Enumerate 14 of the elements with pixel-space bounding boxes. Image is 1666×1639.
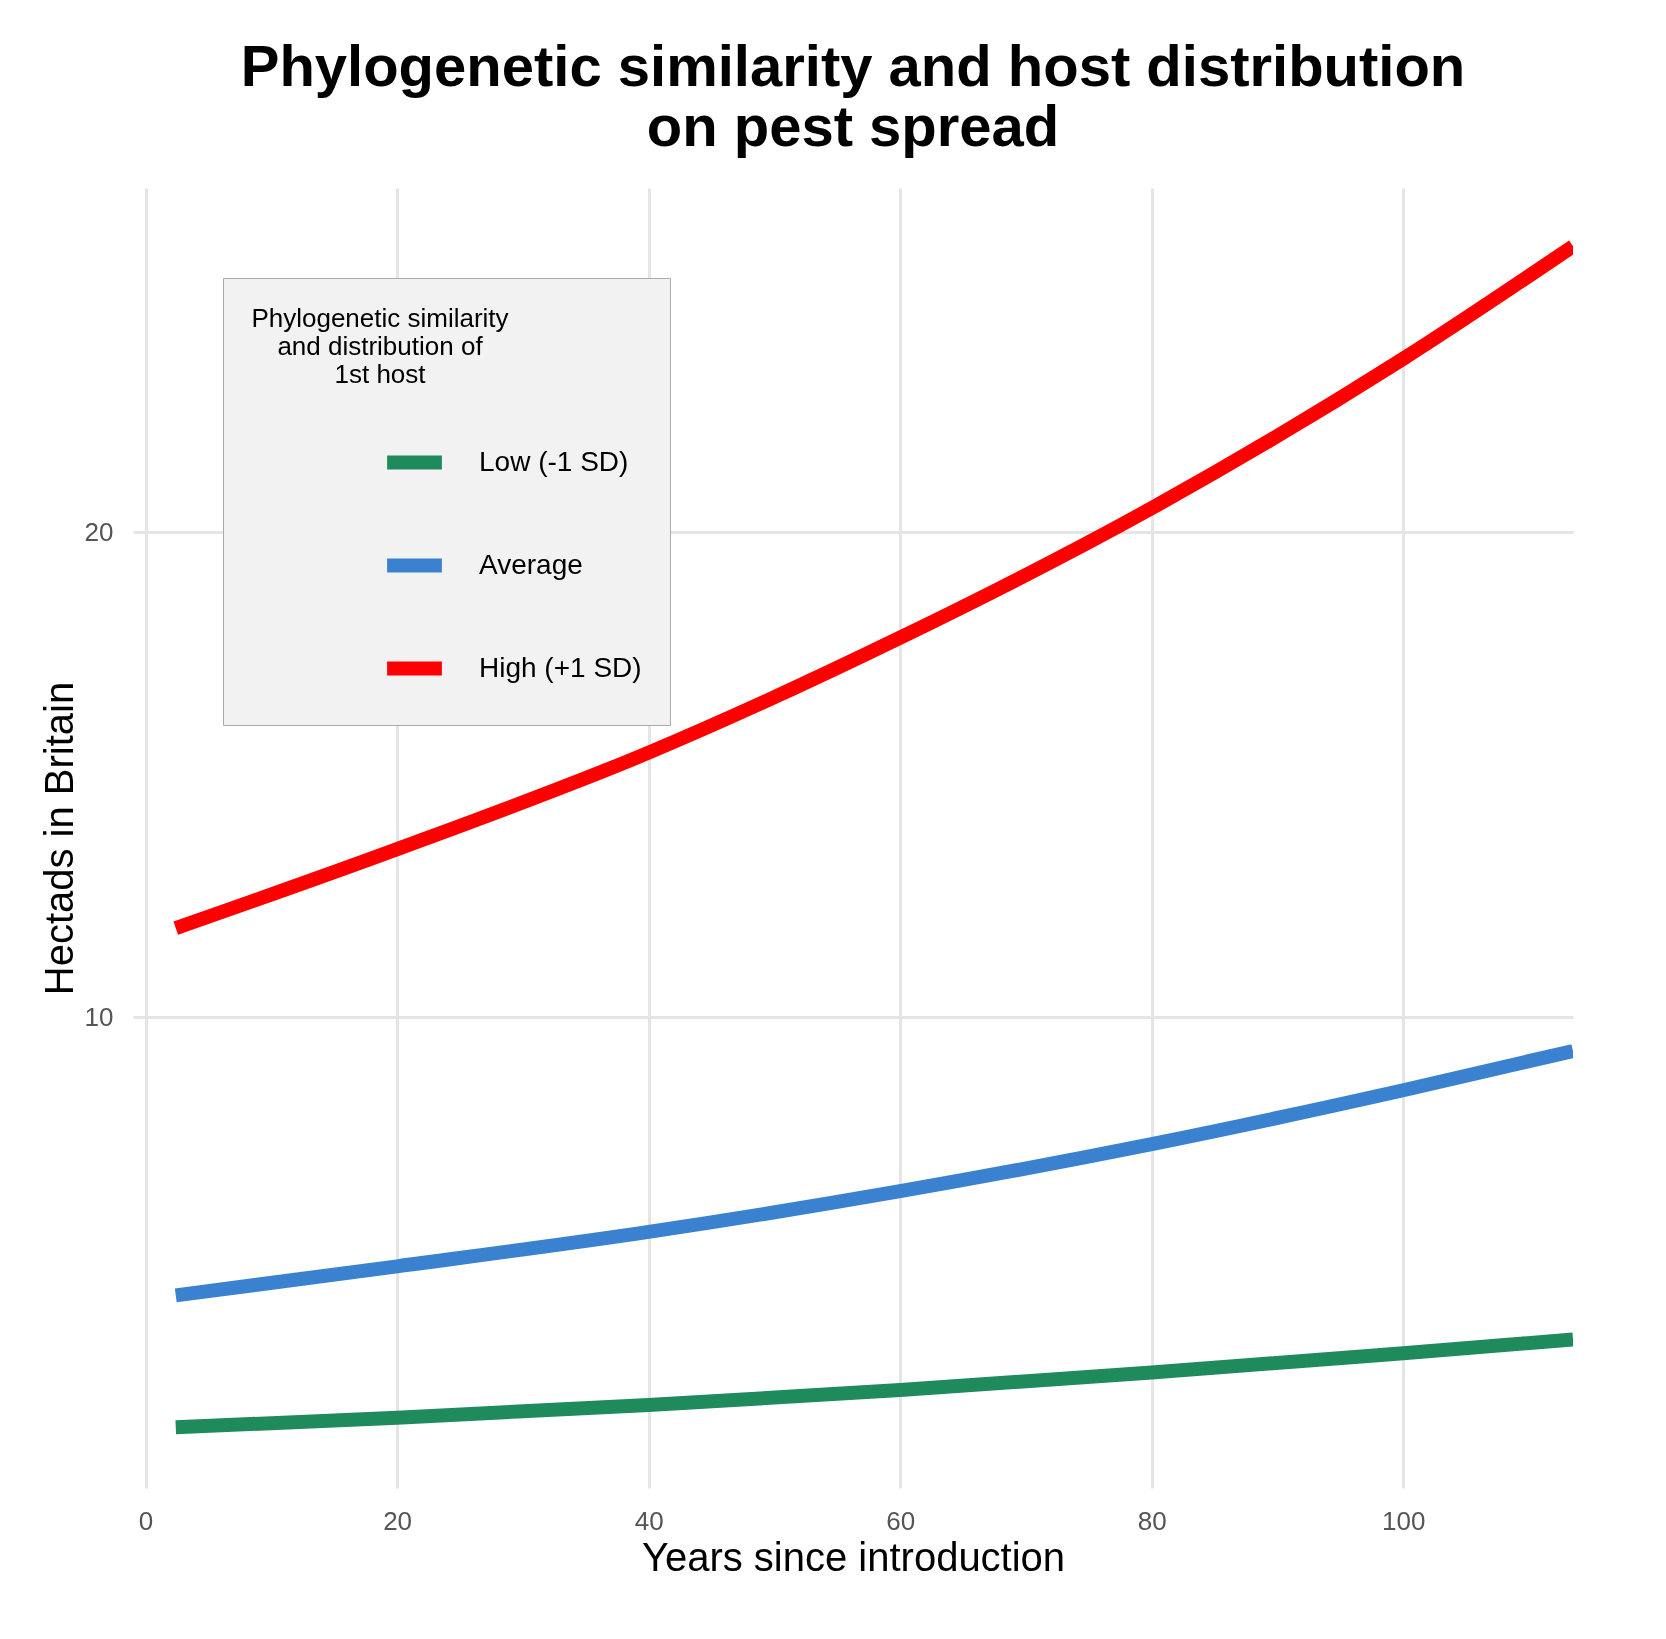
legend-title: Phylogenetic similarity and distribution of 1st host bbox=[251, 303, 509, 389]
chart-title: Phylogenetic similarity and host distribution on pest spread bbox=[240, 33, 1466, 158]
x-axis-title: Years since introduction bbox=[641, 1534, 1066, 1579]
x-tick-label: 60 bbox=[886, 1505, 916, 1536]
y-axis-title: Hectads in Britain bbox=[36, 681, 81, 996]
x-tick-label: 0 bbox=[138, 1505, 154, 1536]
y-tick-label: 10 bbox=[84, 1001, 114, 1032]
x-tick-label: 20 bbox=[383, 1505, 413, 1536]
legend-label: Average bbox=[479, 548, 583, 580]
legend-label: High (+1 SD) bbox=[479, 651, 642, 683]
legend-label: Low (-1 SD) bbox=[479, 445, 629, 477]
x-tick-label: 40 bbox=[634, 1505, 664, 1536]
x-tick-label: 80 bbox=[1137, 1505, 1167, 1536]
x-tick-label: 100 bbox=[1382, 1505, 1426, 1536]
